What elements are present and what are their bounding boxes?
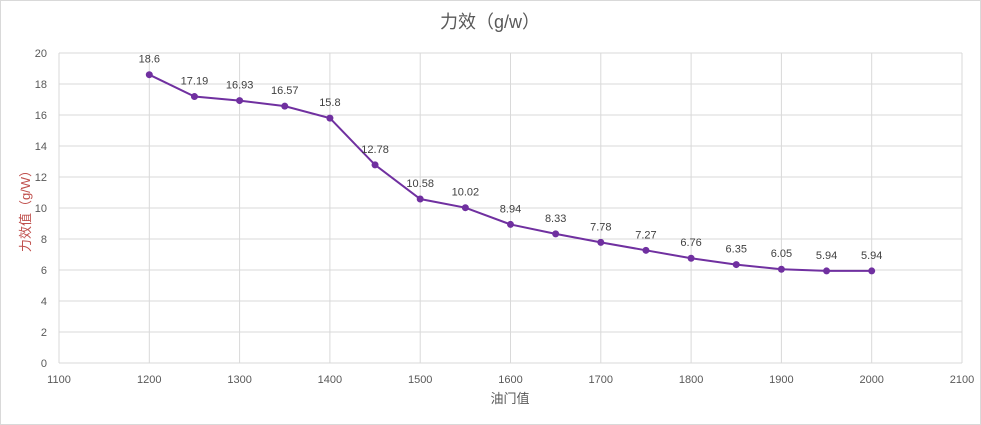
data-point [461,204,469,212]
y-tick-label: 0 [41,358,47,370]
grid [58,52,963,364]
data-label: 5.94 [816,250,837,262]
data-label: 6.05 [771,248,792,260]
data-label: 10.58 [406,178,434,190]
data-point [687,254,695,262]
y-ticks: 0 2 4 6 8 10 12 14 16 18 20 [35,48,47,370]
x-tick-label: 1100 [47,374,71,386]
data-label: 6.35 [726,244,747,256]
y-tick-label: 6 [41,265,47,277]
x-tick-label: 1300 [227,374,251,386]
x-tick-label: 2000 [859,374,883,386]
x-tick-label: 1700 [589,374,613,386]
data-label: 12.78 [361,144,389,156]
data-point [371,161,379,169]
y-tick-label: 4 [41,296,47,308]
series-line: 18.6 17.19 16.93 16.57 15.8 12.78 10.58 10.02 8.… [139,54,882,275]
x-tick-label: 1800 [679,374,703,386]
x-tick-label: 1400 [318,374,342,386]
x-axis-label: 油门值 [490,391,529,406]
data-point [416,195,424,203]
x-tick-label: 1600 [498,374,522,386]
data-label: 7.27 [635,229,656,241]
data-point [642,246,650,254]
y-tick-label: 10 [35,203,47,215]
data-label: 16.57 [271,85,299,97]
y-tick-label: 14 [35,141,47,153]
data-point [597,238,605,246]
data-point [326,114,334,122]
data-label: 8.33 [545,213,566,225]
data-label: 7.78 [590,221,611,233]
data-point [236,97,244,105]
data-label: 15.8 [319,97,340,109]
y-tick-label: 2 [41,327,47,339]
data-point [190,93,198,101]
y-tick-label: 16 [35,110,47,122]
data-label: 8.94 [500,203,521,215]
data-point [145,71,153,79]
y-tick-label: 8 [41,234,47,246]
x-tick-label: 2100 [950,374,974,386]
data-label: 10.02 [452,187,480,199]
data-point [823,267,831,275]
y-tick-label: 20 [35,48,47,60]
data-point [777,265,785,273]
x-ticks: 1100 1200 1300 1400 1500 1600 1700 1800 1900 2000… [47,374,974,386]
y-tick-label: 18 [35,79,47,91]
chart-title: 力效（g/w） [440,12,540,32]
y-axis-label: 力效值（g/W） [18,164,33,252]
data-label: 16.93 [226,80,254,92]
x-tick-label: 1200 [137,374,161,386]
data-point [732,261,740,269]
data-point [281,102,289,110]
data-point [507,220,514,228]
data-label: 17.19 [181,76,209,88]
data-point [868,267,876,275]
y-tick-label: 12 [35,172,47,184]
data-point [552,230,560,238]
data-label: 5.94 [861,250,882,262]
data-label: 18.6 [139,54,160,66]
x-tick-label: 1500 [408,374,432,386]
data-label: 6.76 [680,237,701,249]
x-tick-label: 1900 [769,374,793,386]
